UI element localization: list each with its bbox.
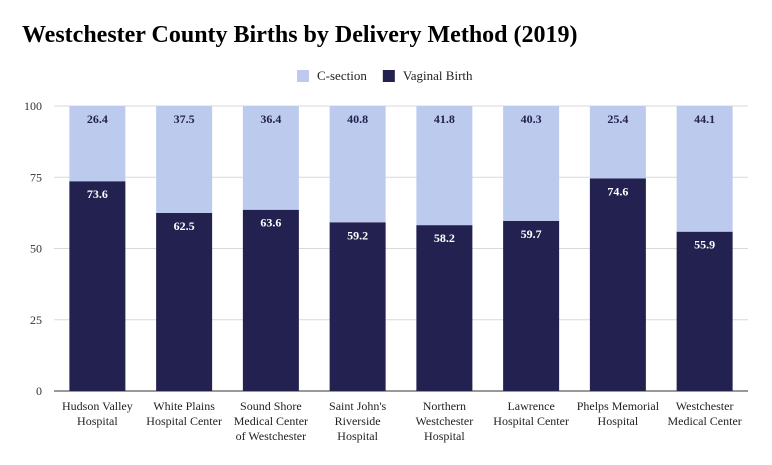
x-tick-label: Hospital: [77, 414, 118, 428]
x-tick-label: Hospital: [424, 429, 465, 443]
legend-label: Vaginal Birth: [403, 68, 473, 83]
x-tick-label: White Plains: [153, 399, 215, 413]
x-tick-label: Westchester: [676, 399, 734, 413]
y-tick-label: 75: [30, 170, 42, 184]
bar-vaginal-birth: [676, 231, 733, 391]
bar-vaginal-birth: [69, 181, 126, 391]
data-label: 44.1: [694, 112, 715, 126]
x-tick-label: Hudson Valley: [62, 399, 133, 413]
bar-c-section: [156, 106, 213, 213]
x-tick-label: of Westchester: [236, 429, 306, 443]
data-label: 73.6: [87, 187, 108, 201]
bar-c-section: [676, 106, 733, 232]
bar-c-section: [69, 106, 126, 182]
data-label: 55.9: [694, 238, 715, 252]
x-tick-label: Medical Center: [667, 414, 741, 428]
x-tick-label: Hospital: [598, 414, 639, 428]
legend-label: C-section: [317, 68, 367, 83]
legend-swatch: [297, 70, 309, 82]
data-label: 59.2: [347, 228, 368, 242]
x-tick-label: Riverside: [335, 414, 381, 428]
data-label: 37.5: [174, 112, 195, 126]
x-tick-label: Saint John's: [329, 399, 387, 413]
x-tick-label: Sound Shore: [240, 399, 302, 413]
data-label: 40.3: [521, 112, 542, 126]
bar-c-section: [503, 106, 560, 221]
bar-c-section: [589, 106, 646, 179]
x-tick-label: Hospital Center: [493, 414, 569, 428]
y-tick-label: 50: [30, 242, 42, 256]
data-label: 36.4: [260, 112, 281, 126]
y-tick-label: 0: [36, 384, 42, 398]
chart-title: Westchester County Births by Delivery Me…: [22, 22, 578, 48]
bar-vaginal-birth: [416, 225, 473, 391]
data-label: 62.5: [174, 219, 195, 233]
x-tick-label: Phelps Memorial: [577, 399, 660, 413]
x-tick-label: Hospital: [337, 429, 378, 443]
data-label: 26.4: [87, 112, 108, 126]
bar-c-section: [329, 106, 386, 223]
x-tick-label: Lawrence: [507, 399, 554, 413]
y-tick-label: 100: [24, 99, 42, 113]
data-label: 58.2: [434, 231, 455, 245]
data-label: 41.8: [434, 112, 455, 126]
data-label: 59.7: [521, 227, 542, 241]
data-label: 63.6: [260, 216, 281, 230]
bar-vaginal-birth: [329, 222, 386, 391]
data-label: 25.4: [607, 112, 628, 126]
x-tick-label: Westchester: [416, 414, 474, 428]
bar-c-section: [416, 106, 473, 226]
x-tick-label: Northern: [423, 399, 466, 413]
bar-vaginal-birth: [589, 178, 646, 391]
x-tick-label: Hospital Center: [146, 414, 222, 428]
legend-swatch: [382, 70, 395, 82]
x-tick-label: Medical Center: [234, 414, 308, 428]
bar-vaginal-birth: [503, 220, 560, 391]
data-label: 40.8: [347, 112, 368, 126]
y-tick-label: 25: [30, 313, 42, 327]
bar-vaginal-birth: [156, 212, 213, 391]
bar-c-section: [242, 106, 299, 210]
data-label: 74.6: [607, 184, 628, 198]
bar-vaginal-birth: [242, 209, 299, 391]
